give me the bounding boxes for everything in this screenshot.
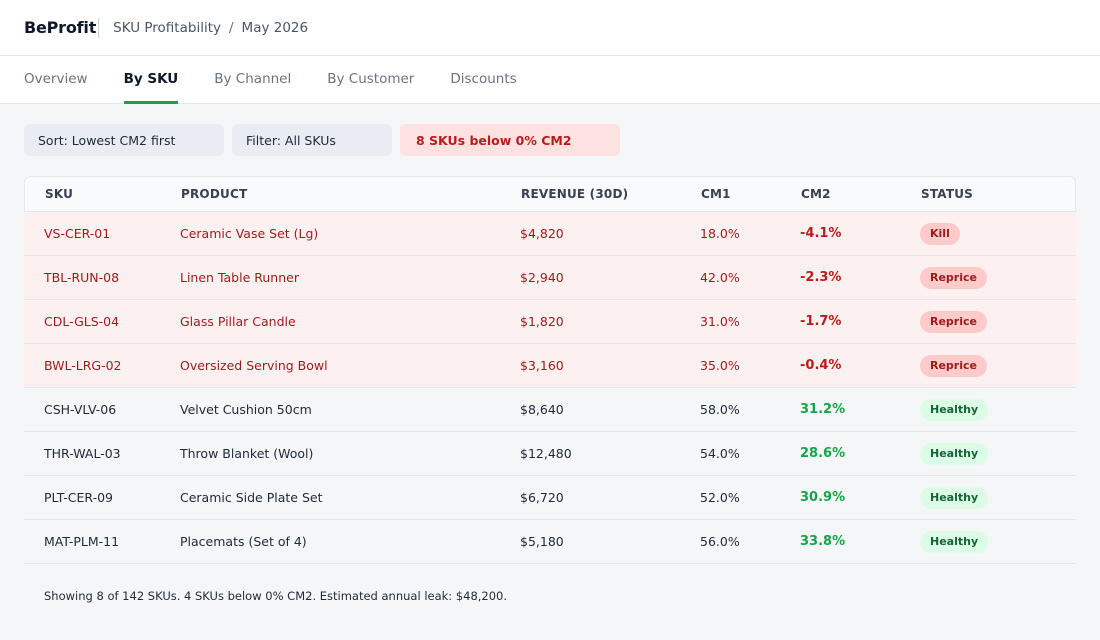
sku-cell: BWL-LRG-02 [44, 358, 122, 373]
status-cell: Reprice [920, 354, 1056, 377]
product-cell: Glass Pillar Candle [180, 314, 296, 329]
cm1-cell: 54.0% [700, 446, 740, 461]
status-cell: Healthy [920, 530, 1056, 553]
cm1-cell: 52.0% [700, 490, 740, 505]
table-controls: Sort: Lowest CM2 first Filter: All SKUs … [24, 124, 620, 156]
tab-discounts[interactable]: Discounts [450, 70, 517, 87]
cm2-cell: 30.9% [800, 490, 846, 505]
table-row[interactable]: MAT-PLM-11 Placemats (Set of 4) $5,180 56.0… [24, 520, 1076, 564]
sku-table: SKU PRODUCT REVENUE (30D) CM1 CM2 STATUS… [24, 176, 1076, 564]
status-badge: Kill [920, 222, 960, 245]
table-footer-summary: Showing 8 of 142 SKUs. 4 SKUs below 0% C… [44, 589, 508, 603]
revenue-cell: $5,180 [520, 534, 564, 549]
column-header-cm2[interactable]: CM2 [801, 187, 831, 201]
cm2-cell: -1.7% [800, 314, 842, 329]
status-cell: Healthy [920, 398, 1056, 421]
sku-cell: PLT-CER-09 [44, 490, 114, 505]
revenue-cell: $12,480 [520, 446, 572, 461]
brand-logo[interactable]: BeProfit [24, 18, 97, 37]
table-body: VS-CER-01 Ceramic Vase Set (Lg) $4,820 18.0… [24, 212, 1076, 564]
table-header: SKU PRODUCT REVENUE (30D) CM1 CM2 STATUS [24, 176, 1076, 212]
sku-cell: THR-WAL-03 [44, 446, 121, 461]
product-cell: Ceramic Vase Set (Lg) [180, 226, 319, 241]
cm2-cell: -4.1% [800, 226, 842, 241]
status-cell: Healthy [920, 442, 1056, 465]
table-row[interactable]: THR-WAL-03 Throw Blanket (Wool) $12,480 54.… [24, 432, 1076, 476]
product-cell: Linen Table Runner [180, 270, 299, 285]
status-badge: Healthy [920, 530, 989, 553]
revenue-cell: $8,640 [520, 402, 564, 417]
cm1-cell: 31.0% [700, 314, 740, 329]
sku-cell: TBL-RUN-08 [44, 270, 120, 285]
revenue-cell: $3,160 [520, 358, 564, 373]
table-row[interactable]: CDL-GLS-04 Glass Pillar Candle $1,820 31.0%… [24, 300, 1076, 344]
column-header-cm1[interactable]: CM1 [701, 187, 731, 201]
cm1-cell: 18.0% [700, 226, 740, 241]
status-badge: Reprice [920, 354, 987, 377]
table-row[interactable]: VS-CER-01 Ceramic Vase Set (Lg) $4,820 18.0… [24, 212, 1076, 256]
tab-bar: Overview By SKU By Channel By Customer D… [0, 56, 1100, 104]
cm2-cell: 31.2% [800, 402, 846, 417]
column-header-sku[interactable]: SKU [45, 187, 74, 201]
tab-by-sku[interactable]: By SKU [123, 56, 179, 104]
tab-overview[interactable]: Overview [24, 70, 88, 87]
cm1-cell: 35.0% [700, 358, 740, 373]
revenue-cell: $4,820 [520, 226, 564, 241]
status-cell: Kill [920, 222, 1056, 245]
column-header-product[interactable]: PRODUCT [181, 187, 248, 201]
table-row[interactable]: PLT-CER-09 Ceramic Side Plate Set $6,720 52… [24, 476, 1076, 520]
cm1-cell: 56.0% [700, 534, 740, 549]
revenue-cell: $1,820 [520, 314, 564, 329]
sku-cell: CDL-GLS-04 [44, 314, 120, 329]
revenue-cell: $6,720 [520, 490, 564, 505]
table-row[interactable]: BWL-LRG-02 Oversized Serving Bowl $3,160 35… [24, 344, 1076, 388]
sku-cell: CSH-VLV-06 [44, 402, 117, 417]
product-cell: Placemats (Set of 4) [180, 534, 307, 549]
status-badge: Healthy [920, 398, 989, 421]
status-cell: Healthy [920, 486, 1056, 509]
cm2-cell: 28.6% [800, 446, 846, 461]
revenue-cell: $2,940 [520, 270, 564, 285]
column-header-status[interactable]: STATUS [921, 187, 974, 201]
product-cell: Ceramic Side Plate Set [180, 490, 323, 505]
sku-cell: MAT-PLM-11 [44, 534, 120, 549]
status-badge: Reprice [920, 310, 987, 333]
sort-dropdown[interactable]: Sort: Lowest CM2 first [24, 124, 224, 156]
column-header-revenue[interactable]: REVENUE (30D) [521, 187, 629, 201]
breadcrumb-period[interactable]: May 2026 [241, 19, 309, 36]
status-badge: Reprice [920, 266, 987, 289]
cm2-cell: -0.4% [800, 358, 842, 373]
product-cell: Oversized Serving Bowl [180, 358, 328, 373]
alert-badge: 8 SKUs below 0% CM2 [400, 124, 620, 156]
cm1-cell: 42.0% [700, 270, 740, 285]
breadcrumb-page[interactable]: SKU Profitability [113, 19, 221, 36]
top-bar: BeProfit SKU Profitability / May 2026 [0, 0, 1100, 56]
product-cell: Throw Blanket (Wool) [180, 446, 314, 461]
tab-by-channel[interactable]: By Channel [214, 70, 292, 87]
sku-cell: VS-CER-01 [44, 226, 111, 241]
status-cell: Reprice [920, 266, 1056, 289]
table-row[interactable]: TBL-RUN-08 Linen Table Runner $2,940 42.0% -… [24, 256, 1076, 300]
filter-dropdown[interactable]: Filter: All SKUs [232, 124, 392, 156]
tab-by-customer[interactable]: By Customer [327, 70, 415, 87]
table-row[interactable]: CSH-VLV-06 Velvet Cushion 50cm $8,640 58.0%… [24, 388, 1076, 432]
status-badge: Healthy [920, 442, 989, 465]
product-cell: Velvet Cushion 50cm [180, 402, 312, 417]
brand-divider [98, 17, 100, 38]
cm2-cell: 33.8% [800, 534, 846, 549]
cm1-cell: 58.0% [700, 402, 740, 417]
status-cell: Reprice [920, 310, 1056, 333]
status-badge: Healthy [920, 486, 989, 509]
breadcrumb-separator: / [228, 19, 234, 36]
cm2-cell: -2.3% [800, 270, 842, 285]
